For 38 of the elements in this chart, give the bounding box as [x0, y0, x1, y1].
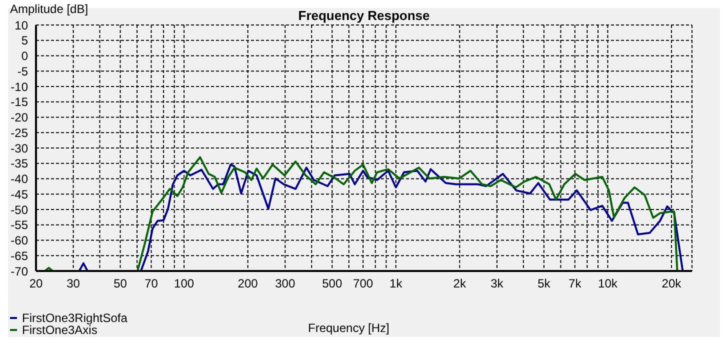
- y-tick-label: -65: [10, 248, 28, 263]
- y-tick-label: -60: [10, 234, 28, 248]
- y-tick-label: -30: [10, 141, 28, 156]
- y-tick-label: -55: [10, 218, 28, 232]
- x-tick-label: 5k: [538, 276, 552, 291]
- x-tick-label: 7k: [568, 276, 582, 291]
- x-tick-label: 700: [353, 276, 374, 291]
- x-tick-label: 100: [174, 276, 194, 291]
- y-axis-title: Amplitude [dB]: [10, 2, 88, 16]
- y-tick-label: 0: [21, 49, 28, 64]
- y-tick-label: -15: [10, 95, 28, 110]
- y-tick-label: 5: [21, 34, 28, 48]
- y-tick-label: 10: [14, 18, 28, 32]
- x-tick-label: 200: [238, 276, 258, 291]
- x-axis-title: Frequency [Hz]: [308, 321, 390, 335]
- y-tick-label: -45: [10, 187, 28, 202]
- x-tick-label: 1k: [390, 276, 404, 291]
- x-tick-label: 20: [29, 276, 43, 291]
- y-tick-label: -40: [10, 172, 28, 186]
- y-tick-label: -25: [10, 126, 28, 140]
- x-tick-label: 500: [322, 276, 342, 291]
- x-tick-label: 300: [275, 276, 296, 291]
- x-tick-label: 70: [144, 276, 158, 291]
- x-tick-label: 3k: [490, 276, 504, 291]
- y-tick-label: -10: [10, 80, 28, 94]
- x-tick-label: 30: [66, 276, 80, 291]
- x-tick-label: 20k: [662, 276, 682, 291]
- y-tick-label: -35: [10, 156, 28, 171]
- legend-label: FirstOne3RightSofa: [22, 311, 128, 325]
- y-tick-label: -50: [10, 202, 28, 217]
- x-tick-label: 10k: [598, 276, 618, 291]
- x-tick-label: 50: [114, 276, 128, 291]
- y-tick-label: -5: [17, 64, 28, 78]
- chart-title: Frequency Response: [298, 8, 430, 23]
- legend-label: FirstOne3Axis: [22, 323, 98, 337]
- x-tick-label: 2k: [453, 276, 467, 291]
- y-tick-label: -20: [10, 110, 28, 125]
- y-tick-label: -70: [10, 264, 28, 278]
